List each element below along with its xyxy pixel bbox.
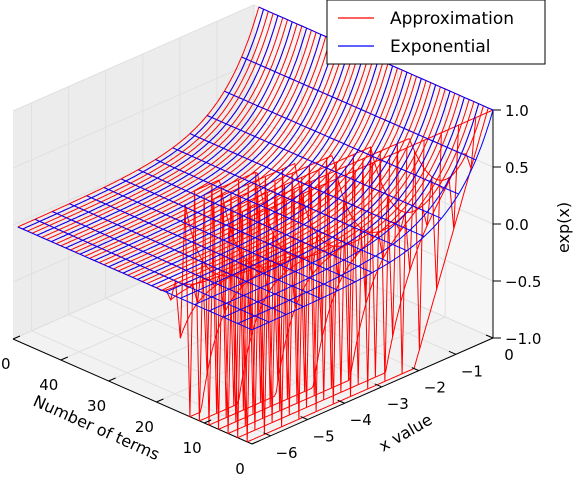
grid-line-back-z xyxy=(12,232,255,340)
legend: Approximation Exponential xyxy=(326,0,546,65)
exponential-crossline xyxy=(34,218,270,323)
grid-line-floor-x xyxy=(216,248,457,355)
x-axis-line xyxy=(251,337,494,445)
z-tick-label: −1.0 xyxy=(505,330,541,348)
x-tick xyxy=(448,350,457,355)
x-tick xyxy=(300,416,308,420)
n-tick xyxy=(204,419,212,424)
exponential-crossline xyxy=(51,211,287,315)
n-tick xyxy=(60,356,68,361)
exponential-crossline xyxy=(69,203,304,308)
grid-line-floor-x xyxy=(68,314,308,420)
n-tick-label: 40 xyxy=(39,376,58,394)
x-tick xyxy=(374,383,382,388)
n-tick xyxy=(108,377,116,382)
z-tick-label: 0.0 xyxy=(505,216,529,234)
exponential-crossline xyxy=(103,187,339,291)
axis-ticks: 01020304050−6−5−4−3−2−10−1.0−0.50.00.51.… xyxy=(0,102,541,477)
z-axis-title: exp(x) xyxy=(554,202,573,253)
n-tick xyxy=(12,335,21,340)
x-tick-label: −4 xyxy=(350,411,372,429)
exponential-crossline xyxy=(138,169,373,274)
x-tick-label: −3 xyxy=(387,395,409,413)
grid-line-back-z xyxy=(12,61,255,169)
x-axis-title: x value xyxy=(376,410,436,456)
x-tick xyxy=(263,432,271,437)
grid-line-side-z xyxy=(253,118,494,225)
n-tick-label: 0 xyxy=(235,460,245,477)
exponential-surface xyxy=(17,6,494,331)
legend-label-approximation: Approximation xyxy=(390,9,514,29)
x-tick xyxy=(411,367,420,372)
exponential-crossline xyxy=(172,147,408,252)
n-axis-line xyxy=(12,338,253,445)
n-tick xyxy=(156,398,164,403)
x-tick xyxy=(485,334,494,339)
x-tick-label: −6 xyxy=(275,444,297,462)
z-tick-label: 1.0 xyxy=(505,102,529,120)
n-tick-label: 50 xyxy=(0,355,11,373)
x-tick-label: −5 xyxy=(313,428,335,446)
legend-label-exponential: Exponential xyxy=(390,37,491,57)
n-tick xyxy=(251,440,260,445)
grid-line-back-z xyxy=(12,4,255,112)
x-tick-label: 0 xyxy=(504,346,514,364)
exponential-crossline xyxy=(155,159,390,263)
exponential-crossline xyxy=(224,90,459,195)
n-tick-label: 10 xyxy=(183,439,202,457)
exponential-crossline xyxy=(86,195,322,300)
x-tick-label: −2 xyxy=(424,379,446,397)
exponential-crossline xyxy=(120,178,356,283)
exponential-crossline xyxy=(206,115,442,219)
grid-line-floor-x xyxy=(31,330,271,437)
n-tick-label: 30 xyxy=(87,397,106,415)
exponential-crossline xyxy=(189,133,425,237)
z-tick-label: 0.5 xyxy=(505,159,529,177)
x-tick xyxy=(337,399,345,404)
n-tick-label: 20 xyxy=(135,418,154,436)
exponential-crossline xyxy=(241,56,477,161)
z-tick-label: −0.5 xyxy=(505,273,541,291)
exponential-crossline xyxy=(17,226,253,331)
x-tick-label: −1 xyxy=(461,362,483,380)
legend-box xyxy=(326,0,546,65)
